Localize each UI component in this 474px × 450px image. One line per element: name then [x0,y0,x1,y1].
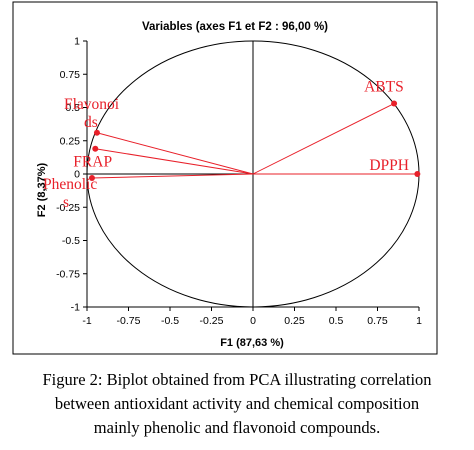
pca-biplot-figure: Variables (axes F1 et F2 : 96,00 %) F2 (… [12,1,438,355]
x-tick-label: -0.25 [200,315,224,327]
vector-point [391,100,398,107]
vector-label: DPPH [369,157,409,174]
x-axis-label: F1 (87,63 %) [220,337,284,349]
vector-line [95,148,254,175]
y-tick-label: 1 [74,36,80,48]
plot-area: -1 -0.75 -0.5 -0.25 0 0.25 0.5 0.75 1 -1 -0.75 -0.5… [43,36,422,328]
vector-point [88,174,95,181]
y-tick-label: -0.25 [56,202,80,214]
y-tick-label: 0.25 [60,135,81,147]
caption-line: between antioxidant activity and chemica… [54,394,420,413]
x-tick-label: -0.75 [117,315,141,327]
y-tick-label: 0.75 [60,69,81,81]
y-tick-label: -0.5 [62,235,80,247]
y-tick-label: 0.5 [65,102,80,114]
x-tick-label: 1 [416,315,422,327]
vector-label: ABTS [364,79,404,96]
x-tick-label: 0.5 [329,315,344,327]
caption-line: Figure 2: Biplot obtained from PCA illus… [42,370,432,389]
vector-label: Flavonoi ds [64,96,120,131]
x-tick-label: 0 [250,315,256,327]
x-tick-label: -1 [82,315,91,327]
x-tick-label: 0.25 [284,315,305,327]
x-tick-label: 0.75 [367,315,388,327]
vector-line [96,132,254,175]
y-tick-label: 0 [74,169,80,181]
caption-line: mainly phenolic and flavonoid compounds. [93,418,381,437]
vector-label: Phenolic s [43,176,97,211]
chart-title: Variables (axes F1 et F2 : 96,00 %) [142,21,328,33]
vector-line [252,103,395,175]
vector-point [92,145,99,152]
y-tick-label: -1 [71,302,80,314]
x-tick-label: -0.5 [161,315,179,327]
vector-point [414,171,421,177]
figure-caption: Figure 2: Biplot obtained from PCA illus… [0,368,474,440]
chart-border [12,1,438,355]
vector-label: FRAP [73,154,112,171]
vector-line [91,173,254,179]
vector-point [93,129,100,136]
y-tick-label: -0.75 [56,268,80,280]
y-axis-label: F2 (8,37%) [36,162,48,217]
